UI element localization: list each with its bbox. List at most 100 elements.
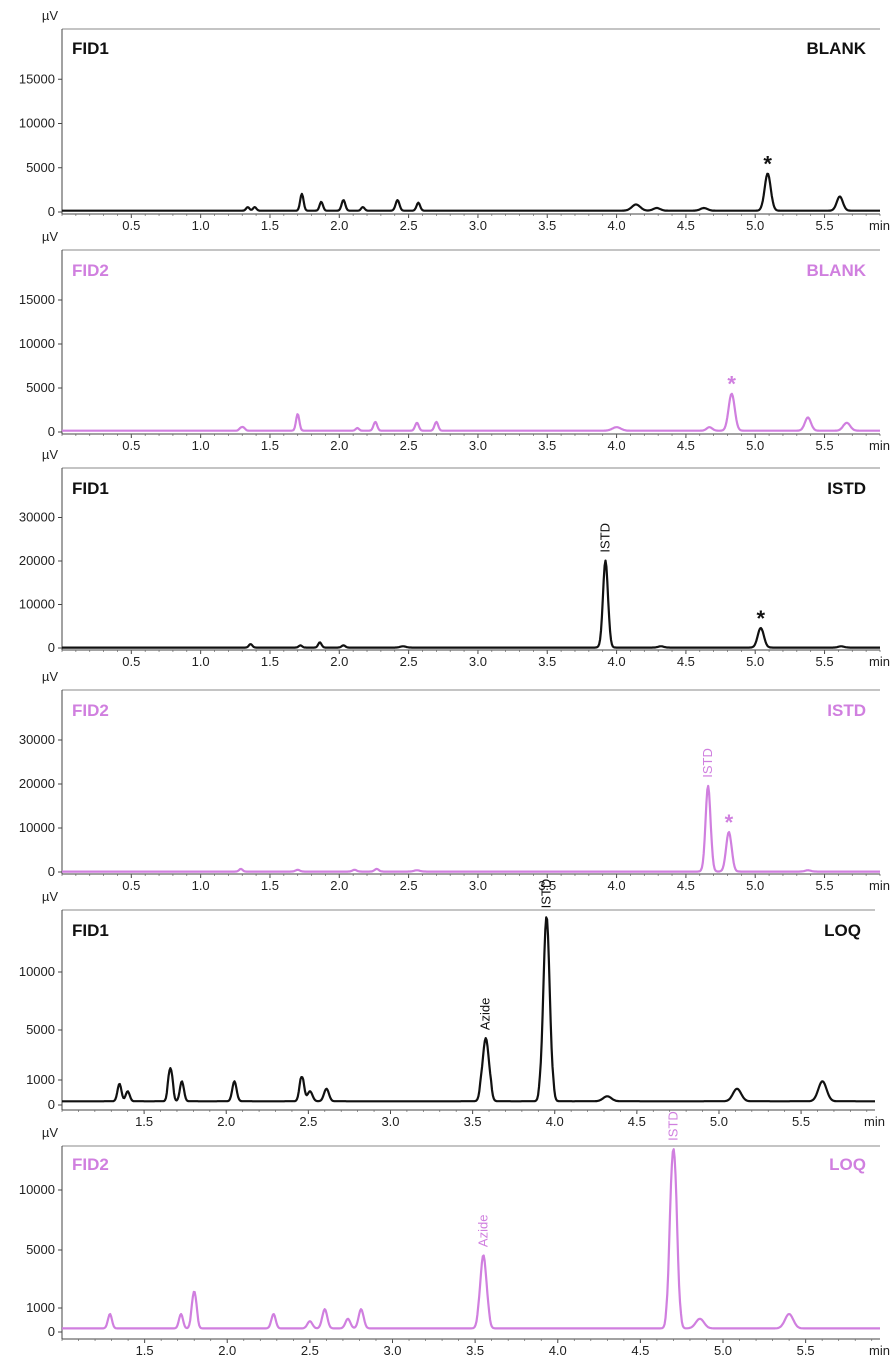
- x-tick-label: 2.0: [218, 1343, 236, 1358]
- x-tick-label: 1.5: [261, 878, 279, 893]
- x-axis-unit: min: [869, 1343, 890, 1358]
- x-tick-label: 3.5: [466, 1343, 484, 1358]
- x-tick-label: 2.0: [330, 438, 348, 453]
- chromatogram-panel-3: µV 0 10000 20000 30000 0.5 1.0 1.5 2.0 2.5 3.0 3.5 4…: [19, 447, 890, 669]
- x-tick-label: 3.0: [469, 878, 487, 893]
- x-tick-label: 1.0: [192, 878, 210, 893]
- y-tick-label: 5000: [26, 380, 55, 395]
- sample-label: LOQ: [824, 921, 861, 940]
- x-tick-label: 0.5: [122, 878, 140, 893]
- x-axis-unit: min: [864, 1114, 885, 1129]
- sample-label: ISTD: [827, 479, 866, 498]
- chromatogram-trace: [61, 392, 881, 432]
- x-tick-label: 4.5: [631, 1343, 649, 1358]
- peak-label: Azide: [478, 998, 493, 1031]
- peak-label: ISTD: [665, 1111, 680, 1141]
- sample-label: BLANK: [807, 261, 867, 280]
- x-tick-label: 5.0: [710, 1114, 728, 1129]
- x-axis-unit: min: [869, 878, 890, 893]
- y-tick-label: 10000: [19, 116, 55, 131]
- x-tick-label: 1.5: [261, 218, 279, 233]
- peak-label: ISTD: [700, 748, 715, 778]
- x-tick-label: 2.5: [400, 878, 418, 893]
- y-tick-label: 30000: [19, 510, 55, 525]
- x-tick-label: 3.5: [538, 878, 556, 893]
- x-tick-label: 5.5: [816, 218, 834, 233]
- peak-marker: *: [725, 810, 734, 835]
- x-tick-label: 4.0: [546, 1114, 564, 1129]
- chromatogram-trace: [61, 559, 881, 649]
- x-tick-label: 1.0: [192, 218, 210, 233]
- x-tick-label: 2.5: [299, 1114, 317, 1129]
- x-tick-label: 2.5: [400, 654, 418, 669]
- detector-label: FID2: [72, 1155, 109, 1174]
- y-tick-label: 5000: [26, 1242, 55, 1257]
- x-tick-label: 1.5: [261, 438, 279, 453]
- sample-label: ISTD: [827, 701, 866, 720]
- detector-label: FID1: [72, 39, 109, 58]
- x-tick-label: 3.5: [538, 438, 556, 453]
- x-tick-label: 4.5: [677, 218, 695, 233]
- y-tick-label: 20000: [19, 553, 55, 568]
- x-tick-label: 2.0: [330, 218, 348, 233]
- chromatogram-panel-5: µV 0 1000 5000 10000 1.5 2.0 2.5 3.0 3.5 4.0 4.5 5.0…: [19, 879, 885, 1129]
- y-tick-label: 5000: [26, 1022, 55, 1037]
- x-tick-label: 2.5: [400, 218, 418, 233]
- x-tick-label: 3.5: [538, 218, 556, 233]
- y-tick-label: 0: [48, 1097, 55, 1112]
- x-tick-label: 1.0: [192, 654, 210, 669]
- y-axis-unit: µV: [42, 889, 58, 904]
- y-axis-unit: µV: [42, 229, 58, 244]
- x-tick-label: 5.5: [792, 1114, 810, 1129]
- x-tick-label: 5.0: [746, 654, 764, 669]
- x-tick-label: 3.0: [381, 1114, 399, 1129]
- peak-marker: *: [756, 606, 765, 631]
- y-tick-label: 10000: [19, 820, 55, 835]
- x-tick-label: 2.0: [217, 1114, 235, 1129]
- x-tick-label: 5.0: [746, 438, 764, 453]
- y-axis-unit: µV: [42, 1125, 58, 1140]
- peak-label: ISTD: [597, 523, 612, 553]
- x-tick-label: 4.0: [549, 1343, 567, 1358]
- y-tick-label: 1000: [26, 1072, 55, 1087]
- y-tick-label: 10000: [19, 336, 55, 351]
- x-tick-label: 4.0: [608, 438, 626, 453]
- detector-label: FID2: [72, 261, 109, 280]
- x-tick-label: 5.5: [797, 1343, 815, 1358]
- y-tick-label: 0: [48, 204, 55, 219]
- y-tick-label: 15000: [19, 292, 55, 307]
- y-tick-label: 0: [48, 1324, 55, 1339]
- chromatogram-panel-1: µV 0 5000 10000 15000 0.5 1.0 1.5 2.0 2.5 3.0 3.5 4.…: [19, 8, 890, 233]
- y-tick-label: 10000: [19, 1182, 55, 1197]
- y-tick-label: 0: [48, 640, 55, 655]
- x-tick-label: 4.0: [608, 654, 626, 669]
- y-tick-label: 15000: [19, 71, 55, 86]
- detector-label: FID1: [72, 479, 109, 498]
- chromatogram-trace: [61, 916, 876, 1103]
- sample-label: BLANK: [807, 39, 867, 58]
- x-tick-label: 1.5: [135, 1114, 153, 1129]
- x-axis-unit: min: [869, 654, 890, 669]
- x-tick-label: 4.5: [677, 878, 695, 893]
- x-tick-label: 0.5: [122, 438, 140, 453]
- x-tick-label: 2.5: [400, 438, 418, 453]
- x-tick-label: 2.0: [330, 654, 348, 669]
- x-tick-label: 2.5: [301, 1343, 319, 1358]
- detector-label: FID2: [72, 701, 109, 720]
- x-tick-label: 4.5: [677, 654, 695, 669]
- x-tick-label: 4.5: [628, 1114, 646, 1129]
- y-tick-label: 0: [48, 424, 55, 439]
- chromatogram-panel-4: µV 0 10000 20000 30000 0.5 1.0 1.5 2.0 2.5 3.0 3.5 4…: [19, 669, 890, 893]
- x-tick-label: 1.0: [192, 438, 210, 453]
- chromatogram-trace: [61, 784, 881, 873]
- x-tick-label: 3.0: [383, 1343, 401, 1358]
- x-tick-label: 4.0: [608, 218, 626, 233]
- detector-label: FID1: [72, 921, 109, 940]
- x-tick-label: 3.0: [469, 438, 487, 453]
- chromatogram-panel-6: µV 0 1000 5000 10000 1.5 2.0 2.5 3.0 3.5 4.0 4.5 5.0…: [19, 1111, 890, 1358]
- x-tick-label: 5.5: [816, 878, 834, 893]
- chromatogram-trace: [61, 172, 881, 212]
- x-tick-label: 1.5: [136, 1343, 154, 1358]
- y-tick-label: 30000: [19, 732, 55, 747]
